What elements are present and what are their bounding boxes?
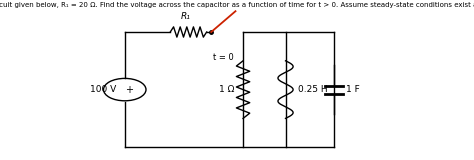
Text: In the circuit given below, R₁ = 20 Ω. Find the voltage across the capacitor as : In the circuit given below, R₁ = 20 Ω. F… xyxy=(0,2,474,8)
Text: 1 F: 1 F xyxy=(346,85,360,94)
Text: +: + xyxy=(125,85,133,95)
Text: R₁: R₁ xyxy=(181,12,191,21)
Text: 1 Ω: 1 Ω xyxy=(219,85,234,94)
Text: t = 0: t = 0 xyxy=(213,53,234,62)
Text: 100 V: 100 V xyxy=(91,85,117,94)
Text: 0.25 H: 0.25 H xyxy=(298,85,327,94)
